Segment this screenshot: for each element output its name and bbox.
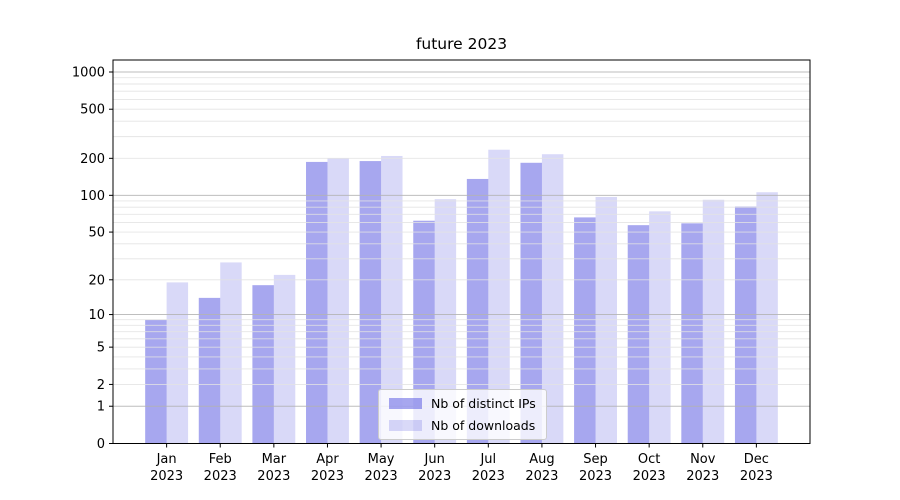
x-axis-tick-label-month: Dec xyxy=(744,452,769,467)
bar-distinct-ips-nov xyxy=(681,223,703,444)
bar-downloads-jan xyxy=(166,282,189,444)
x-axis-tick-label-year: 2023 xyxy=(686,469,719,484)
bar-distinct-ips-feb xyxy=(198,297,221,444)
x-axis-tick-label-month: Apr xyxy=(316,452,339,467)
legend-item-downloads: Nb of downloads xyxy=(389,418,536,434)
legend-item-distinct-ips: Nb of distinct IPs xyxy=(389,396,536,412)
y-axis-tick-label: 20 xyxy=(88,273,105,288)
y-axis-tick-label: 500 xyxy=(80,103,105,118)
bar-downloads-nov xyxy=(702,199,725,444)
x-axis-tick-label-year: 2023 xyxy=(579,469,612,484)
bar-distinct-ips-aug xyxy=(520,162,542,444)
legend-swatch-downloads xyxy=(389,419,422,431)
x-axis-tick-label-year: 2023 xyxy=(365,469,398,484)
x-axis-tick-label-year: 2023 xyxy=(311,469,344,484)
x-axis-tick-label-month: Jan xyxy=(156,452,177,467)
bar-downloads-aug xyxy=(541,154,564,444)
bar-downloads-oct xyxy=(649,211,671,444)
x-axis-tick-label-year: 2023 xyxy=(257,469,290,484)
legend-label-distinct-ips: Nb of distinct IPs xyxy=(431,396,536,411)
x-axis-tick-label-year: 2023 xyxy=(418,469,451,484)
bar-distinct-ips-jan xyxy=(145,319,167,444)
x-axis-tick-label-year: 2023 xyxy=(633,469,666,484)
bar-downloads-apr xyxy=(327,158,349,444)
bar-downloads-feb xyxy=(220,262,242,444)
y-axis-tick-label: 10 xyxy=(88,308,105,323)
chart-title: future 2023 xyxy=(415,35,508,53)
x-axis-tick-label-year: 2023 xyxy=(525,469,558,484)
bar-distinct-ips-apr xyxy=(306,161,328,444)
y-axis-tick-label: 5 xyxy=(97,341,105,356)
bar-distinct-ips-jul xyxy=(466,178,489,444)
y-axis-tick-label: 2 xyxy=(97,378,105,393)
bar-downloads-jun xyxy=(434,199,457,444)
x-axis-tick-label-month: Sep xyxy=(583,452,608,467)
bar-downloads-mar xyxy=(273,274,296,444)
x-axis-tick-label-month: May xyxy=(368,452,395,467)
x-axis-tick-label-year: 2023 xyxy=(740,469,773,484)
x-axis-tick-label-month: Oct xyxy=(638,452,660,467)
y-axis-tick-label: 0 xyxy=(97,437,105,452)
bar-distinct-ips-oct xyxy=(627,225,650,444)
bar-downloads-dec xyxy=(756,192,778,444)
bar-downloads-jul xyxy=(488,149,510,444)
x-axis-tick-label-month: Jun xyxy=(424,452,445,467)
y-axis-tick-label: 100 xyxy=(80,189,105,204)
y-axis-tick-label: 50 xyxy=(88,226,105,241)
bar-downloads-may xyxy=(381,155,403,444)
legend-label-downloads: Nb of downloads xyxy=(431,417,536,433)
legend-swatch-distinct-ips xyxy=(389,398,422,410)
x-axis-tick-label-month: Jul xyxy=(479,452,496,467)
x-axis-tick-label-month: Mar xyxy=(262,452,287,467)
bar-distinct-ips-sep xyxy=(574,217,596,444)
x-axis-tick-label-month: Feb xyxy=(209,452,232,467)
x-axis-tick-label-year: 2023 xyxy=(204,469,237,484)
y-axis-tick-label: 1000 xyxy=(72,66,105,81)
x-axis-tick-label-year: 2023 xyxy=(150,469,183,484)
x-axis-tick-label-month: Aug xyxy=(529,452,554,467)
y-axis-tick-label: 200 xyxy=(80,152,105,167)
x-axis-tick-label-month: Nov xyxy=(690,452,716,467)
bar-distinct-ips-mar xyxy=(252,285,274,444)
legend: Nb of distinct IPs Nb of downloads xyxy=(378,389,547,441)
x-axis-tick-label-year: 2023 xyxy=(472,469,505,484)
plot-border xyxy=(112,59,811,444)
y-axis-tick-label: 1 xyxy=(97,400,105,415)
